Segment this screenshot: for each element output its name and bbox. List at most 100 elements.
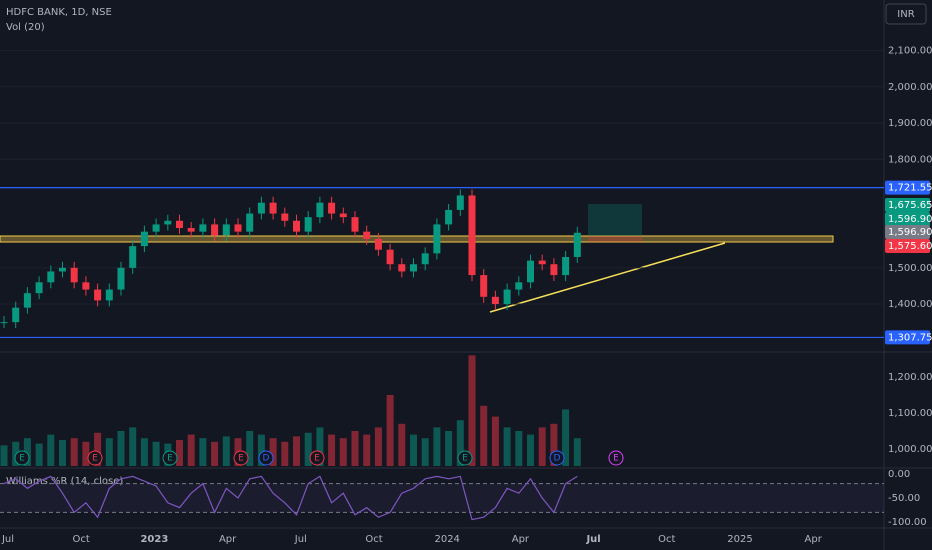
time-tick-label: Apr <box>805 534 823 545</box>
price-tick-label: 1,800.00 <box>888 154 932 165</box>
volume-bar <box>491 416 499 466</box>
volume-bar <box>94 432 102 466</box>
volume-bar <box>480 405 488 466</box>
candle <box>0 322 8 324</box>
volume-bar <box>70 438 78 466</box>
time-tick-label: Jul <box>294 534 307 545</box>
price-tick-label: 1,900.00 <box>888 118 932 129</box>
event-label: E <box>314 454 320 464</box>
volume-bar <box>374 427 382 466</box>
volume-bar <box>398 423 406 466</box>
candle <box>164 220 172 225</box>
event-label: D <box>554 454 561 464</box>
candle <box>316 202 324 218</box>
volume-bar <box>363 434 371 466</box>
candle <box>70 267 78 283</box>
volume-bar <box>503 427 511 466</box>
volume-bar <box>515 431 523 466</box>
volume-bar <box>421 438 429 466</box>
volume-label: Vol (20) <box>6 22 45 33</box>
time-tick-label: 2025 <box>727 534 752 545</box>
volume-bar <box>23 438 31 466</box>
price-tick-label: 2,000.00 <box>888 82 932 93</box>
candle <box>257 202 265 214</box>
event-marker <box>258 450 274 466</box>
volume-bar <box>35 443 43 466</box>
event-marker <box>87 450 103 466</box>
volume-bar <box>199 438 207 466</box>
candle <box>187 228 195 232</box>
volume-bar <box>304 432 312 466</box>
event-label: E <box>238 454 244 464</box>
candle <box>82 282 90 290</box>
event-label: E <box>167 454 173 464</box>
candle <box>363 231 371 239</box>
event-marker <box>457 450 473 466</box>
volume-tick-label: 1,100.00 <box>888 408 932 419</box>
volume-bar <box>211 441 219 466</box>
volume-bar <box>105 438 113 466</box>
price-tag-label: 1,596.90 <box>888 214 932 225</box>
event-label: E <box>19 454 25 464</box>
candle <box>117 267 125 290</box>
candle <box>234 224 242 232</box>
event-marker <box>14 450 30 466</box>
candle <box>515 282 523 290</box>
volume-bar <box>281 441 289 466</box>
currency[interactable]: INR <box>897 9 914 20</box>
time-tick-label: Apr <box>219 534 237 545</box>
level-tag <box>885 330 930 345</box>
candle <box>351 217 359 232</box>
volume-bar <box>129 427 137 466</box>
volume-bar <box>0 445 8 466</box>
time-tick-label: Jul <box>585 534 600 545</box>
volume-bar <box>433 427 441 466</box>
candle <box>421 253 429 265</box>
time-tick-label: Jul <box>1 534 14 545</box>
oscillator-line <box>3 475 578 521</box>
volume-bar <box>456 420 464 466</box>
price-tag <box>885 225 930 239</box>
candle <box>176 220 183 229</box>
target-zone <box>588 204 642 236</box>
oscillator-label: Williams %R (14, close) <box>6 476 123 487</box>
volume-bar <box>538 427 546 466</box>
currency-box[interactable] <box>885 3 927 25</box>
volume-tick-label: 1,200.00 <box>888 372 932 383</box>
candle <box>386 249 394 265</box>
level-tag <box>885 180 930 195</box>
candle <box>538 260 546 265</box>
price-tag-label: 1,596.90 <box>888 227 932 238</box>
volume-bar <box>573 438 581 466</box>
candle <box>573 232 581 257</box>
event-marker <box>309 450 325 466</box>
volume-bar <box>176 440 183 466</box>
volume-bar <box>445 431 453 466</box>
support-zone <box>0 235 834 243</box>
candle <box>293 220 300 232</box>
candle <box>23 293 31 308</box>
candle <box>269 202 277 214</box>
volume-bar <box>527 434 534 466</box>
candle <box>491 296 499 305</box>
volume-bar <box>328 434 336 466</box>
price-tick-label: 2,100.00 <box>888 46 932 57</box>
oscillator-band <box>0 483 884 513</box>
event-label: E <box>613 454 619 464</box>
volume-bar <box>410 434 417 466</box>
volume-bar <box>386 395 394 466</box>
candle <box>152 224 160 232</box>
volume-bar <box>47 434 55 466</box>
oscillator-tick-label: 0.00 <box>888 469 910 480</box>
volume-bar <box>117 431 125 466</box>
event-marker <box>162 450 178 466</box>
volume-bar <box>562 409 570 466</box>
price-tick-label: 1,500.00 <box>888 263 932 274</box>
symbol-title: HDFC BANK, 1D, NSE <box>6 7 112 18</box>
candle <box>398 264 406 272</box>
volume-bar <box>293 436 300 466</box>
price-tag-label: 1,675.65 <box>888 200 932 211</box>
volume-bar <box>59 440 66 466</box>
stop-zone <box>588 236 642 242</box>
